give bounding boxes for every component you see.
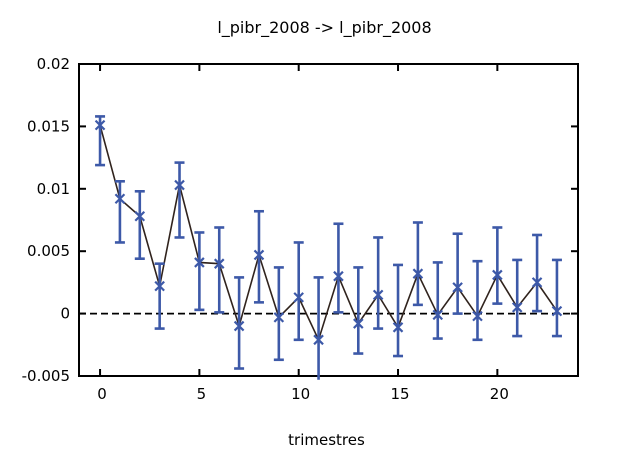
x-tick-labels: 0 5 10 15 20 [97, 385, 509, 403]
x-axis-label: trimestres [288, 431, 365, 449]
x-tick-label: 5 [197, 385, 207, 403]
data-points [94, 119, 563, 346]
y-tick-label: 0 [60, 305, 70, 323]
x-marker [213, 258, 225, 269]
x-marker [492, 269, 503, 281]
x-marker [134, 210, 146, 222]
plot-frame [78, 63, 579, 377]
x-marker [372, 289, 384, 301]
x-marker [472, 310, 483, 322]
y-tick-label: -0.005 [22, 367, 70, 385]
y-tick-labels: -0.005 0 0.005 0.01 0.015 0.02 [22, 55, 70, 385]
error-bars [95, 115, 562, 380]
x-marker [452, 282, 463, 293]
x-tick-label: 15 [390, 385, 409, 403]
axis-ticks [79, 63, 578, 377]
x-tick-label: 10 [291, 385, 310, 403]
x-marker [114, 193, 126, 205]
x-tick-label: 20 [490, 385, 509, 403]
y-tick-label: 0.005 [27, 242, 70, 260]
x-marker [293, 292, 304, 303]
x-marker [194, 257, 205, 268]
x-tick-label: 0 [97, 385, 107, 403]
x-marker [174, 179, 185, 191]
x-marker [392, 322, 404, 333]
x-marker [154, 280, 165, 292]
y-tick-label: 0.02 [37, 55, 70, 73]
x-marker [94, 119, 106, 131]
x-marker [531, 277, 543, 288]
x-marker [253, 249, 265, 261]
irf-line [99, 124, 558, 343]
x-marker [432, 309, 444, 321]
x-marker [273, 312, 285, 323]
x-marker [353, 318, 364, 329]
x-marker [511, 302, 523, 313]
x-marker [313, 334, 324, 346]
chart-title: l_pibr_2008 -> l_pibr_2008 [217, 18, 432, 37]
x-marker [233, 320, 245, 332]
x-marker [333, 270, 344, 282]
x-marker [551, 305, 563, 317]
y-tick-label: 0.015 [27, 117, 70, 135]
x-marker [412, 268, 424, 279]
y-tick-label: 0.01 [37, 180, 70, 198]
